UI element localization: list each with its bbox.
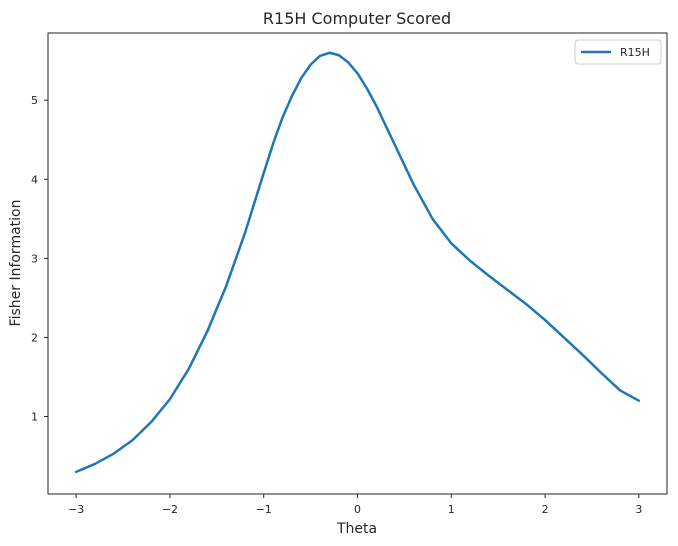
x-axis: −3 −2 −1 0 1 2 3 — [68, 494, 642, 516]
y-axis: 1 2 3 4 5 — [31, 94, 48, 424]
legend-label-r15h: R15H — [620, 46, 650, 59]
x-tick-label: 1 — [448, 503, 455, 516]
x-tick-label: −2 — [162, 503, 178, 516]
x-tick-label: 2 — [542, 503, 549, 516]
x-tick-label: 3 — [635, 503, 642, 516]
y-tick-label: 3 — [31, 252, 38, 265]
x-tick-label: −1 — [256, 503, 272, 516]
y-tick-label: 2 — [31, 331, 38, 344]
legend: R15H — [574, 39, 662, 65]
legend-box — [574, 39, 662, 65]
plot-area — [47, 32, 668, 495]
y-tick-label: 5 — [31, 94, 38, 107]
x-tick-label: 0 — [354, 503, 361, 516]
y-tick-label: 4 — [31, 173, 38, 186]
y-axis-label: Fisher Information — [8, 200, 24, 327]
x-tick-label: −3 — [68, 503, 84, 516]
series-layer — [74, 51, 641, 474]
y-tick-label: 1 — [31, 411, 38, 424]
chart-title: R15H Computer Scored — [263, 9, 451, 28]
x-axis-label: Theta — [336, 521, 377, 537]
series-line-r15h — [74, 51, 641, 474]
